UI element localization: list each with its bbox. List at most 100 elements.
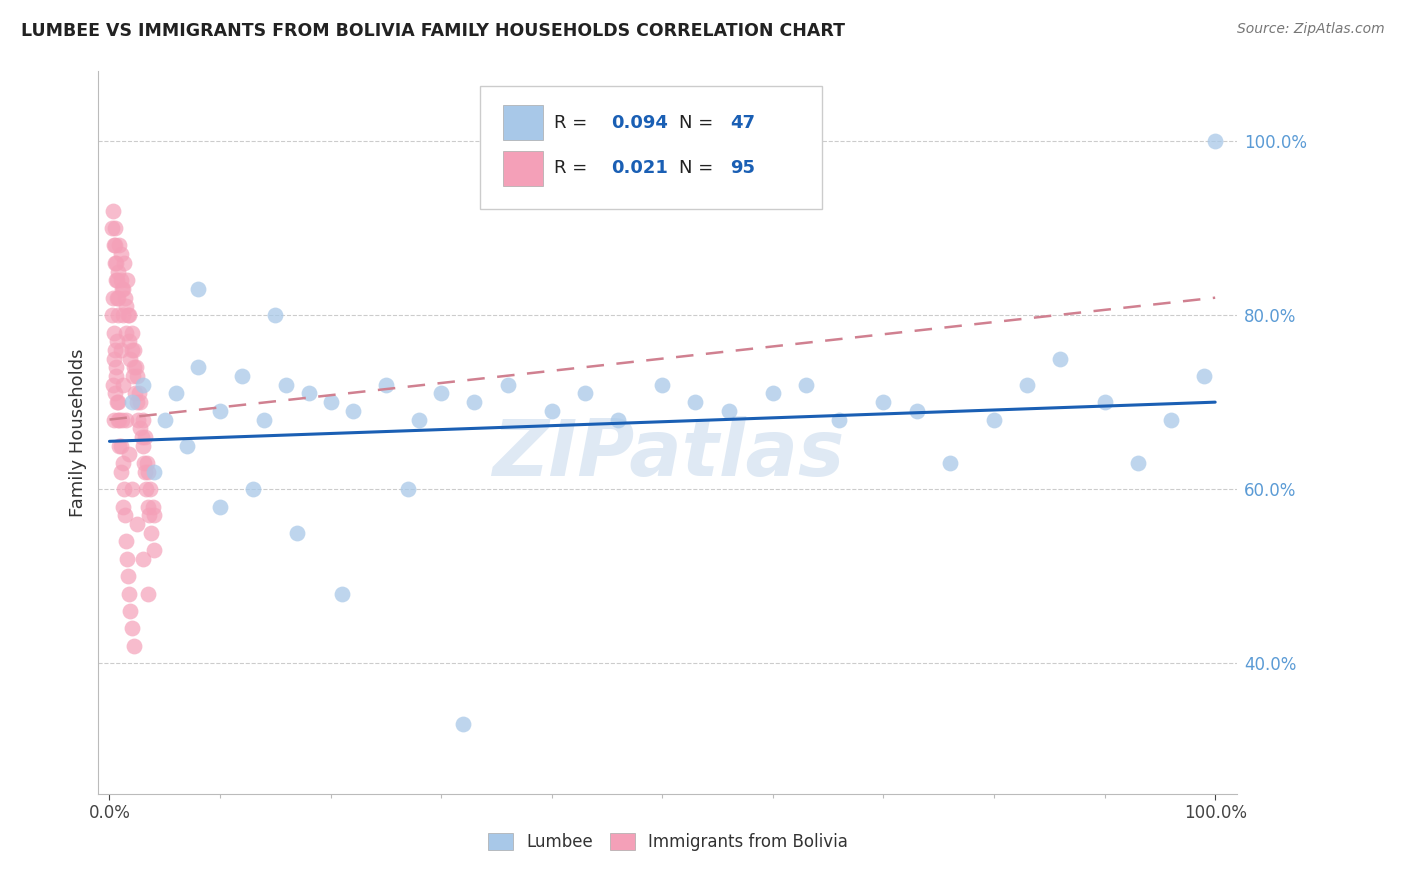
Point xyxy=(118,334,141,349)
Point xyxy=(115,273,138,287)
Point xyxy=(131,439,153,453)
Text: N =: N = xyxy=(679,159,720,178)
Point xyxy=(131,377,153,392)
Point xyxy=(108,238,131,252)
Point xyxy=(108,439,131,453)
Point xyxy=(132,456,155,470)
Point xyxy=(111,377,134,392)
Point xyxy=(1126,456,1149,470)
Point xyxy=(104,343,127,357)
Point xyxy=(111,456,134,470)
Point xyxy=(131,412,153,426)
Point xyxy=(905,404,928,418)
Point xyxy=(114,508,136,523)
Point xyxy=(127,516,149,531)
Point xyxy=(138,508,160,523)
Point xyxy=(142,543,165,558)
Point xyxy=(103,238,125,252)
Point xyxy=(115,299,138,313)
Point xyxy=(115,326,138,340)
Point xyxy=(134,465,156,479)
Point xyxy=(117,569,139,583)
Point xyxy=(105,256,128,270)
Point xyxy=(276,377,298,392)
Point xyxy=(127,412,149,426)
Point xyxy=(107,395,129,409)
Point xyxy=(1094,395,1116,409)
Point xyxy=(105,291,128,305)
Point xyxy=(101,203,124,218)
Point xyxy=(107,291,129,305)
Point xyxy=(118,447,141,461)
Point xyxy=(453,717,475,731)
Point xyxy=(129,395,152,409)
Text: ZIPatlas: ZIPatlas xyxy=(492,417,844,492)
Point xyxy=(828,412,851,426)
Point xyxy=(108,412,131,426)
Point xyxy=(103,351,125,366)
Point xyxy=(104,238,127,252)
Point xyxy=(136,456,159,470)
Text: 0.094: 0.094 xyxy=(610,114,668,132)
Point xyxy=(122,360,145,375)
Point xyxy=(1160,412,1182,426)
Point xyxy=(651,377,673,392)
Point xyxy=(107,264,129,278)
Text: R =: R = xyxy=(554,159,593,178)
Point xyxy=(794,377,817,392)
Text: N =: N = xyxy=(679,114,720,132)
Point xyxy=(136,500,159,514)
Point xyxy=(118,587,141,601)
Point xyxy=(319,395,342,409)
Text: Source: ZipAtlas.com: Source: ZipAtlas.com xyxy=(1237,22,1385,37)
Point xyxy=(122,639,145,653)
Point xyxy=(135,482,157,496)
Point xyxy=(104,386,127,401)
Point xyxy=(231,369,253,384)
Legend: Lumbee, Immigrants from Bolivia: Lumbee, Immigrants from Bolivia xyxy=(481,826,855,858)
Point xyxy=(115,412,138,426)
Point xyxy=(209,500,232,514)
Point xyxy=(110,247,132,261)
Point xyxy=(342,404,364,418)
Point xyxy=(105,334,128,349)
Point xyxy=(136,465,159,479)
Point xyxy=(118,308,141,322)
Point xyxy=(131,430,153,444)
Point xyxy=(176,439,198,453)
Point xyxy=(209,404,232,418)
Point xyxy=(939,456,962,470)
Point xyxy=(115,552,138,566)
Point xyxy=(104,221,127,235)
Point xyxy=(141,525,163,540)
Point xyxy=(105,360,128,375)
Point xyxy=(117,308,139,322)
Text: LUMBEE VS IMMIGRANTS FROM BOLIVIA FAMILY HOUSEHOLDS CORRELATION CHART: LUMBEE VS IMMIGRANTS FROM BOLIVIA FAMILY… xyxy=(21,22,845,40)
Point xyxy=(153,412,176,426)
Point xyxy=(762,386,785,401)
Point xyxy=(139,482,162,496)
Point xyxy=(297,386,319,401)
Point xyxy=(105,395,128,409)
Point xyxy=(142,508,165,523)
Point xyxy=(264,308,287,322)
Point xyxy=(717,404,740,418)
Point xyxy=(100,308,122,322)
Point xyxy=(408,412,430,426)
Point xyxy=(134,430,156,444)
Point xyxy=(110,439,132,453)
Point xyxy=(101,291,124,305)
Point xyxy=(121,369,143,384)
Point xyxy=(142,465,165,479)
Point xyxy=(121,326,143,340)
Point xyxy=(872,395,894,409)
Point xyxy=(111,500,134,514)
FancyBboxPatch shape xyxy=(503,105,543,140)
Point xyxy=(330,587,353,601)
Point xyxy=(103,326,125,340)
Point xyxy=(136,587,159,601)
Point xyxy=(131,552,153,566)
Point xyxy=(104,256,127,270)
Text: 0.021: 0.021 xyxy=(610,159,668,178)
Point xyxy=(121,482,143,496)
